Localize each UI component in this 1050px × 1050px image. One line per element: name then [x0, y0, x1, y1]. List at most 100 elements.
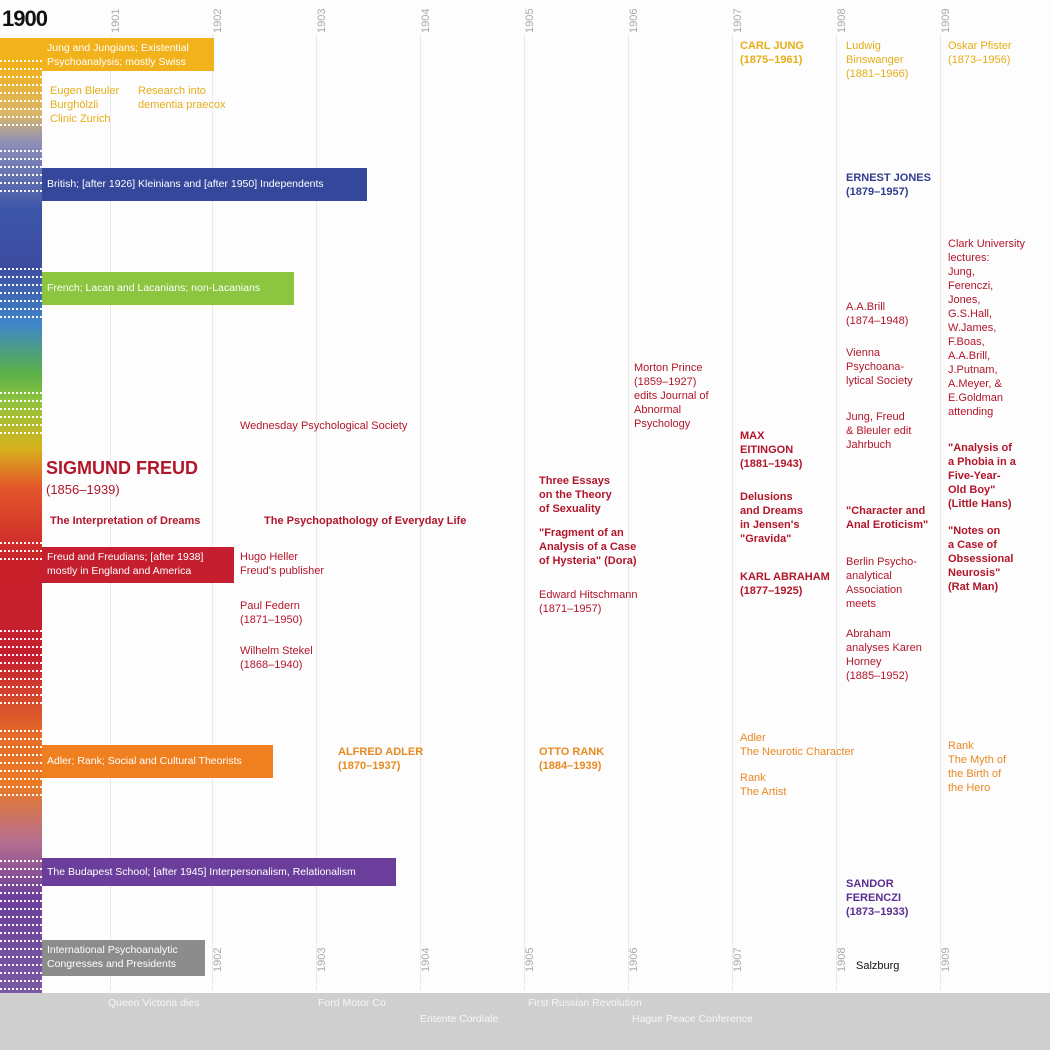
spectrum-tick: [0, 68, 42, 72]
spectrum-tick: [0, 884, 42, 888]
spectrum-tick: [0, 284, 42, 288]
spectrum-tick: [0, 988, 42, 992]
clark-university-entry: Clark University lectures: Jung, Ferencz…: [948, 238, 1026, 418]
neurotic-character-entry: Adler The Neurotic Character: [740, 732, 855, 758]
federn-entry: Paul Federn (1871–1950): [240, 600, 303, 626]
spectrum-tick: [0, 892, 42, 896]
dementia-praecox-entry: Research into dementia praecox: [138, 85, 226, 111]
myth-of-hero-entry: Rank The Myth of the Birth of the Hero: [948, 740, 1007, 794]
spectrum-tick: [0, 980, 42, 984]
rat-man-entry: "Notes on a Case of Obsessional Neurosis…: [948, 525, 1014, 593]
the-artist-entry: Rank The Artist: [740, 772, 787, 798]
spectrum-tick: [0, 924, 42, 928]
year-gridline: [212, 35, 213, 990]
ernest-jones-entry: ERNEST JONES (1879–1957): [846, 172, 931, 198]
bottom-year-1908: 1908: [836, 947, 848, 972]
spectrum-tick: [0, 542, 42, 546]
year-gridline: [732, 35, 733, 990]
bottom-year-1906: 1906: [628, 947, 640, 972]
event-ford: Ford Motor Co: [318, 997, 386, 1009]
year-gridline: [836, 35, 837, 990]
spectrum-tick: [0, 670, 42, 674]
spectrum-tick: [0, 124, 42, 128]
spectrum-tick: [0, 678, 42, 682]
spectrum-tick: [0, 84, 42, 88]
spectrum-tick: [0, 174, 42, 178]
spectrum-tick: [0, 550, 42, 554]
morton-prince-entry: Morton Prince (1859–1927) edits Journal …: [634, 362, 709, 430]
spectrum-tick: [0, 108, 42, 112]
spectrum-tick: [0, 654, 42, 658]
bottom-year-1905: 1905: [524, 947, 536, 972]
spectrum-tick: [0, 300, 42, 304]
international-congresses-bar: International Psychoanalytic Congresses …: [42, 940, 205, 976]
spectrum-tick: [0, 794, 42, 798]
alfred-adler-entry: ALFRED ADLER (1870–1937): [338, 746, 424, 772]
event-hague: Hague Peace Conference: [632, 1013, 753, 1025]
spectrum-tick: [0, 638, 42, 642]
adler-school-bar: Adler; Rank; Social and Cultural Theoris…: [42, 745, 273, 778]
stekel-entry: Wilhelm Stekel (1868–1940): [240, 645, 313, 671]
interpretation-of-dreams-entry: The Interpretation of Dreams: [50, 515, 201, 527]
event-russian-revolution: First Russian Revolution: [528, 997, 642, 1009]
spectrum-tick: [0, 150, 42, 154]
spectrum-tick: [0, 900, 42, 904]
spectrum-tick: [0, 416, 42, 420]
bleuler-entry: Eugen Bleuler Burghölzli Clinic Zurich: [50, 85, 120, 125]
year-tick-1901: 1901: [110, 8, 122, 33]
spectrum-tick: [0, 392, 42, 396]
character-anal-entry: "Character and Anal Eroticism": [846, 505, 929, 531]
budapest-school-bar: The Budapest School; [after 1945] Interp…: [42, 858, 396, 886]
ferenczi-entry: SANDOR FERENCZI (1873–1933): [846, 878, 909, 918]
spectrum-tick: [0, 166, 42, 170]
spectrum-tick: [0, 916, 42, 920]
dora-entry: "Fragment of an Analysis of a Case of Hy…: [539, 527, 637, 567]
spectrum-tick: [0, 558, 42, 562]
spectrum-tick: [0, 694, 42, 698]
world-events-band: [0, 993, 1050, 1050]
year-tick-1902: 1902: [212, 8, 224, 33]
spectrum-tick: [0, 786, 42, 790]
jahrbuch-entry: Jung, Freud & Bleuler edit Jahrbuch: [846, 411, 912, 451]
spectrum-tick: [0, 276, 42, 280]
eitingon-entry: MAX EITINGON (1881–1943): [740, 430, 803, 470]
spectrum-tick: [0, 116, 42, 120]
year-gridline: [110, 35, 111, 990]
year-tick-1909: 1909: [940, 8, 952, 33]
hitschmann-entry: Edward Hitschmann (1871–1957): [539, 589, 638, 615]
jung-school-bar: Jung and Jungians; Existential Psychoana…: [42, 38, 214, 71]
spectrum-tick: [0, 400, 42, 404]
year-tick-1905: 1905: [524, 8, 536, 33]
spectrum-tick: [0, 868, 42, 872]
bottom-year-1902: 1902: [212, 947, 224, 972]
spectrum-tick: [0, 964, 42, 968]
salzburg-entry: Salzburg: [856, 960, 900, 972]
spectrum-tick: [0, 408, 42, 412]
spectrum-tick: [0, 940, 42, 944]
spectrum-tick: [0, 662, 42, 666]
three-essays-entry: Three Essays on the Theory of Sexuality: [539, 475, 612, 515]
year-tick-1904: 1904: [420, 8, 432, 33]
spectrum-tick: [0, 754, 42, 758]
pfister-entry: Oskar Pfister (1873–1956): [948, 40, 1012, 66]
event-entente: Entente Cordiale: [420, 1013, 499, 1025]
spectrum-tick: [0, 316, 42, 320]
spectrum-tick: [0, 630, 42, 634]
year-gridline: [316, 35, 317, 990]
start-year-label: 1900: [2, 6, 48, 31]
spectrum-tick: [0, 778, 42, 782]
spectrum-tick: [0, 432, 42, 436]
spectrum-tick: [0, 292, 42, 296]
spectrum-tick: [0, 738, 42, 742]
spectrum-tick: [0, 956, 42, 960]
spectrum-tick: [0, 908, 42, 912]
spectrum-tick: [0, 948, 42, 952]
spectrum-tick: [0, 860, 42, 864]
hugo-heller-entry: Hugo Heller Freud's publisher: [240, 551, 325, 577]
spectrum-tick: [0, 730, 42, 734]
spectrum-tick: [0, 92, 42, 96]
spectrum-tick: [0, 972, 42, 976]
spectrum-tick: [0, 268, 42, 272]
year-gridline: [940, 35, 941, 990]
